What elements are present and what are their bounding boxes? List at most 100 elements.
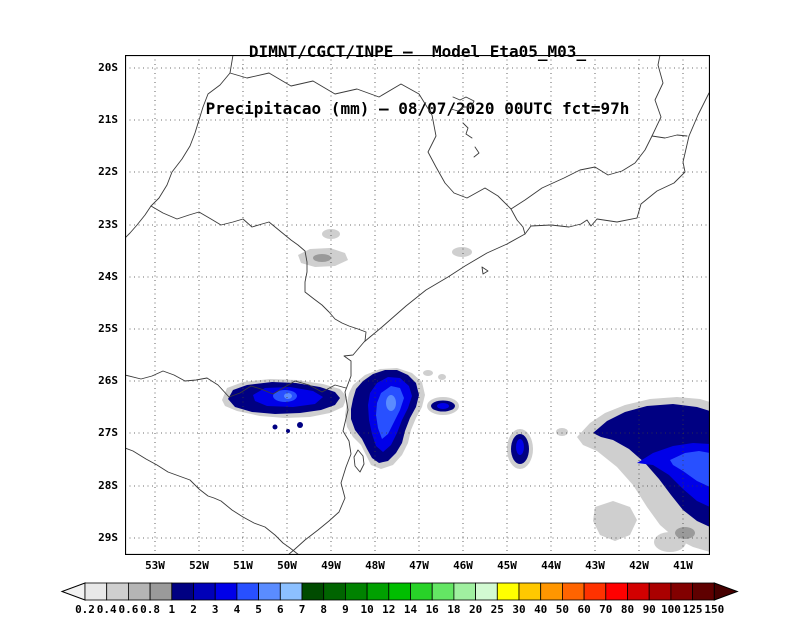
colorbar-tick-70: 70 <box>599 603 612 616</box>
plot-title: DIMNT/CGCT/INPE — Model Eta05_M03_ Preci… <box>125 4 710 156</box>
lon-label-41W: 41W <box>673 559 693 572</box>
map-canvas <box>125 55 710 555</box>
colorbar-segment-16 <box>431 582 455 601</box>
colorbar-tick-150: 150 <box>704 603 724 616</box>
border-sc-rs <box>125 447 300 555</box>
colorbar-tick-40: 40 <box>534 603 547 616</box>
lon-label-53W: 53W <box>145 559 165 572</box>
precip-gray-patch-se <box>593 501 637 541</box>
colorbar-segment-19 <box>496 582 520 601</box>
colorbar-segment-21 <box>540 582 563 601</box>
reservoir-squiggle-1 <box>450 96 475 112</box>
lon-label-43W: 43W <box>585 559 605 572</box>
colorbar-segment-3 <box>149 582 173 601</box>
colorbar-tick-0.4: 0.4 <box>97 603 117 616</box>
colorbar-tick-60: 60 <box>577 603 590 616</box>
precipitation-shading <box>222 229 710 552</box>
precip-gray-speck-5 <box>556 428 568 436</box>
lon-label-42W: 42W <box>629 559 649 572</box>
colorbar-segment-22 <box>562 582 585 601</box>
colorbar-tick-0.6: 0.6 <box>118 603 138 616</box>
colorbar-segment-2 <box>127 582 151 601</box>
colorbar-tick-18: 18 <box>447 603 460 616</box>
precip-core-small-1 <box>437 403 449 409</box>
colorbar-tick-12: 12 <box>382 603 395 616</box>
precip-core-small-2 <box>516 439 524 455</box>
colorbar: 0.2 0.4 0.6 0.8 1 2 3 4 5 6 7 8 9 10 12 14 16 18 20 25 30 40 5… <box>0 580 800 618</box>
colorbar-segment-27 <box>670 582 694 601</box>
precip-max-sc-west <box>284 393 292 399</box>
colorbar-tick-90: 90 <box>643 603 656 616</box>
colorbar-segment-15 <box>410 582 433 601</box>
colorbar-tick-5: 5 <box>255 603 262 616</box>
lon-label-44W: 44W <box>541 559 561 572</box>
colorbar-segment-8 <box>258 582 281 601</box>
lat-label-21S: 21S <box>98 113 118 126</box>
border-pr-sc <box>125 370 347 398</box>
colorbar-tick-25: 25 <box>491 603 504 616</box>
lon-label-48W: 48W <box>365 559 385 572</box>
precip-navy-speck-2 <box>286 429 290 433</box>
colorbar-tick-1: 1 <box>168 603 175 616</box>
border-rj-es <box>651 134 688 139</box>
colorbar-arrow-left <box>60 582 86 601</box>
colorbar-segment-10 <box>301 582 325 601</box>
lon-label-45W: 45W <box>497 559 517 572</box>
lat-label-24S: 24S <box>98 270 118 283</box>
colorbar-segment-26 <box>648 582 672 601</box>
colorbar-segment-14 <box>388 582 411 601</box>
colorbar-tick-9: 9 <box>342 603 349 616</box>
lon-label-51W: 51W <box>233 559 253 572</box>
colorbar-tick-7: 7 <box>299 603 306 616</box>
precip-heavy-sc-east <box>376 386 404 439</box>
colorbar-tick-2: 2 <box>190 603 197 616</box>
colorbar-segment-4 <box>171 582 194 601</box>
precip-gray-speck-3 <box>423 370 433 376</box>
lon-label-52W: 52W <box>189 559 209 572</box>
lat-label-29S: 29S <box>98 531 118 544</box>
precip-navy-speck-3 <box>297 422 303 428</box>
map-frame <box>125 55 710 555</box>
precip-navy-speck-1 <box>272 424 278 430</box>
colorbar-tick-6: 6 <box>277 603 284 616</box>
precip-max-sc-east <box>386 395 396 411</box>
colorbar-segment-23 <box>583 582 607 601</box>
colorbar-segment-0 <box>84 582 108 601</box>
colorbar-tick-0.8: 0.8 <box>140 603 160 616</box>
lon-label-50W: 50W <box>277 559 297 572</box>
lon-label-49W: 49W <box>321 559 341 572</box>
colorbar-tick-30: 30 <box>512 603 525 616</box>
island-florianopolis <box>353 449 365 473</box>
precip-gray-speck-2 <box>452 247 472 257</box>
border-sp-rj <box>510 208 526 235</box>
colorbar-segment-18 <box>475 582 498 601</box>
lat-label-27S: 27S <box>98 426 118 439</box>
colorbar-segment-28 <box>692 582 715 601</box>
title-line2: Precipitacao (mm) — 08/07/2020 00UTC fct… <box>205 99 630 118</box>
lat-label-20S: 20S <box>98 61 118 74</box>
lat-label-26S: 26S <box>98 374 118 387</box>
lon-label-46W: 46W <box>453 559 473 572</box>
colorbar-arrow-right <box>713 582 739 601</box>
border-parana-river <box>125 55 234 239</box>
colorbar-tick-16: 16 <box>426 603 440 616</box>
precip-heavy-ocean-east <box>670 451 710 487</box>
colorbar-tick-80: 80 <box>621 603 634 616</box>
precip-gray-core-se <box>675 527 695 539</box>
colorbar-tick-4: 4 <box>234 603 241 616</box>
colorbar-tick-20: 20 <box>469 603 482 616</box>
colorbar-tick-10: 10 <box>360 603 373 616</box>
precip-gray-speck-4 <box>438 374 446 380</box>
colorbar-segment-9 <box>279 582 303 601</box>
coastline <box>287 92 710 555</box>
colorbar-segment-13 <box>366 582 390 601</box>
colorbar-tick-0.2: 0.2 <box>75 603 95 616</box>
lon-label-47W: 47W <box>409 559 429 572</box>
colorbar-tick-50: 50 <box>556 603 569 616</box>
border-mg-es <box>651 55 664 137</box>
lat-label-28S: 28S <box>98 479 118 492</box>
reservoir-squiggle-3 <box>473 146 480 158</box>
colorbar-tick-3: 3 <box>212 603 219 616</box>
precip-gray-core-sp <box>313 254 331 262</box>
island-ilhabela <box>481 266 489 275</box>
